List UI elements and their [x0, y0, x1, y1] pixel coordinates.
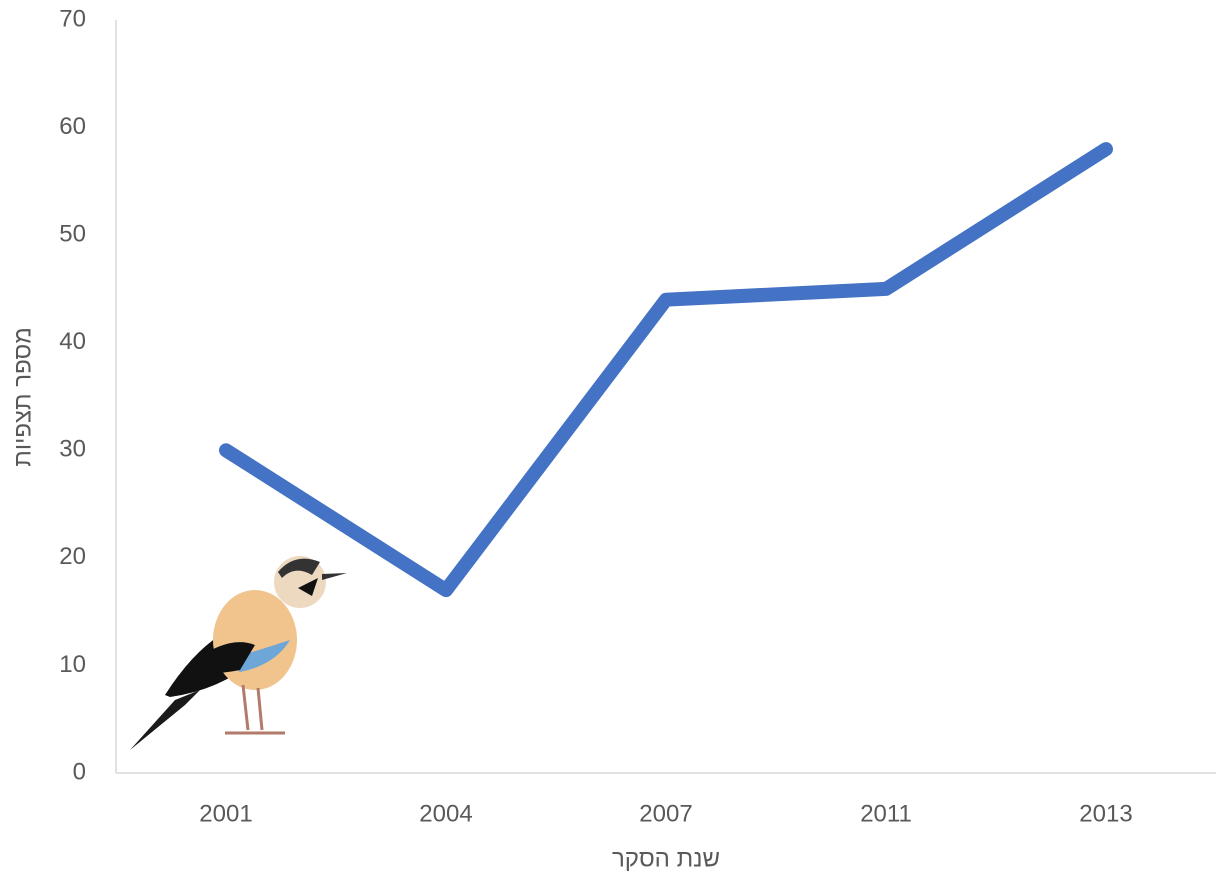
- x-tick-label: 2013: [1079, 800, 1132, 827]
- y-tick-label: 60: [59, 113, 86, 140]
- y-tick-label: 0: [73, 758, 86, 785]
- bird-illustration: [130, 556, 347, 750]
- x-tick-label: 2004: [419, 800, 472, 827]
- y-tick-label: 30: [59, 436, 86, 463]
- y-tick-label: 70: [59, 5, 86, 32]
- data-line: [219, 142, 1113, 598]
- y-axis-title: מספר תצפיות: [9, 327, 36, 466]
- x-tick-label: 2001: [199, 800, 252, 827]
- x-tick-label: 2011: [860, 800, 912, 827]
- x-tick-label: 2007: [639, 800, 692, 827]
- y-tick-label: 10: [59, 651, 86, 678]
- y-tick-label: 20: [59, 543, 86, 570]
- y-tick-label: 40: [59, 328, 86, 355]
- x-axis-title: שנת הסקר: [612, 845, 720, 872]
- y-tick-label: 50: [59, 220, 86, 247]
